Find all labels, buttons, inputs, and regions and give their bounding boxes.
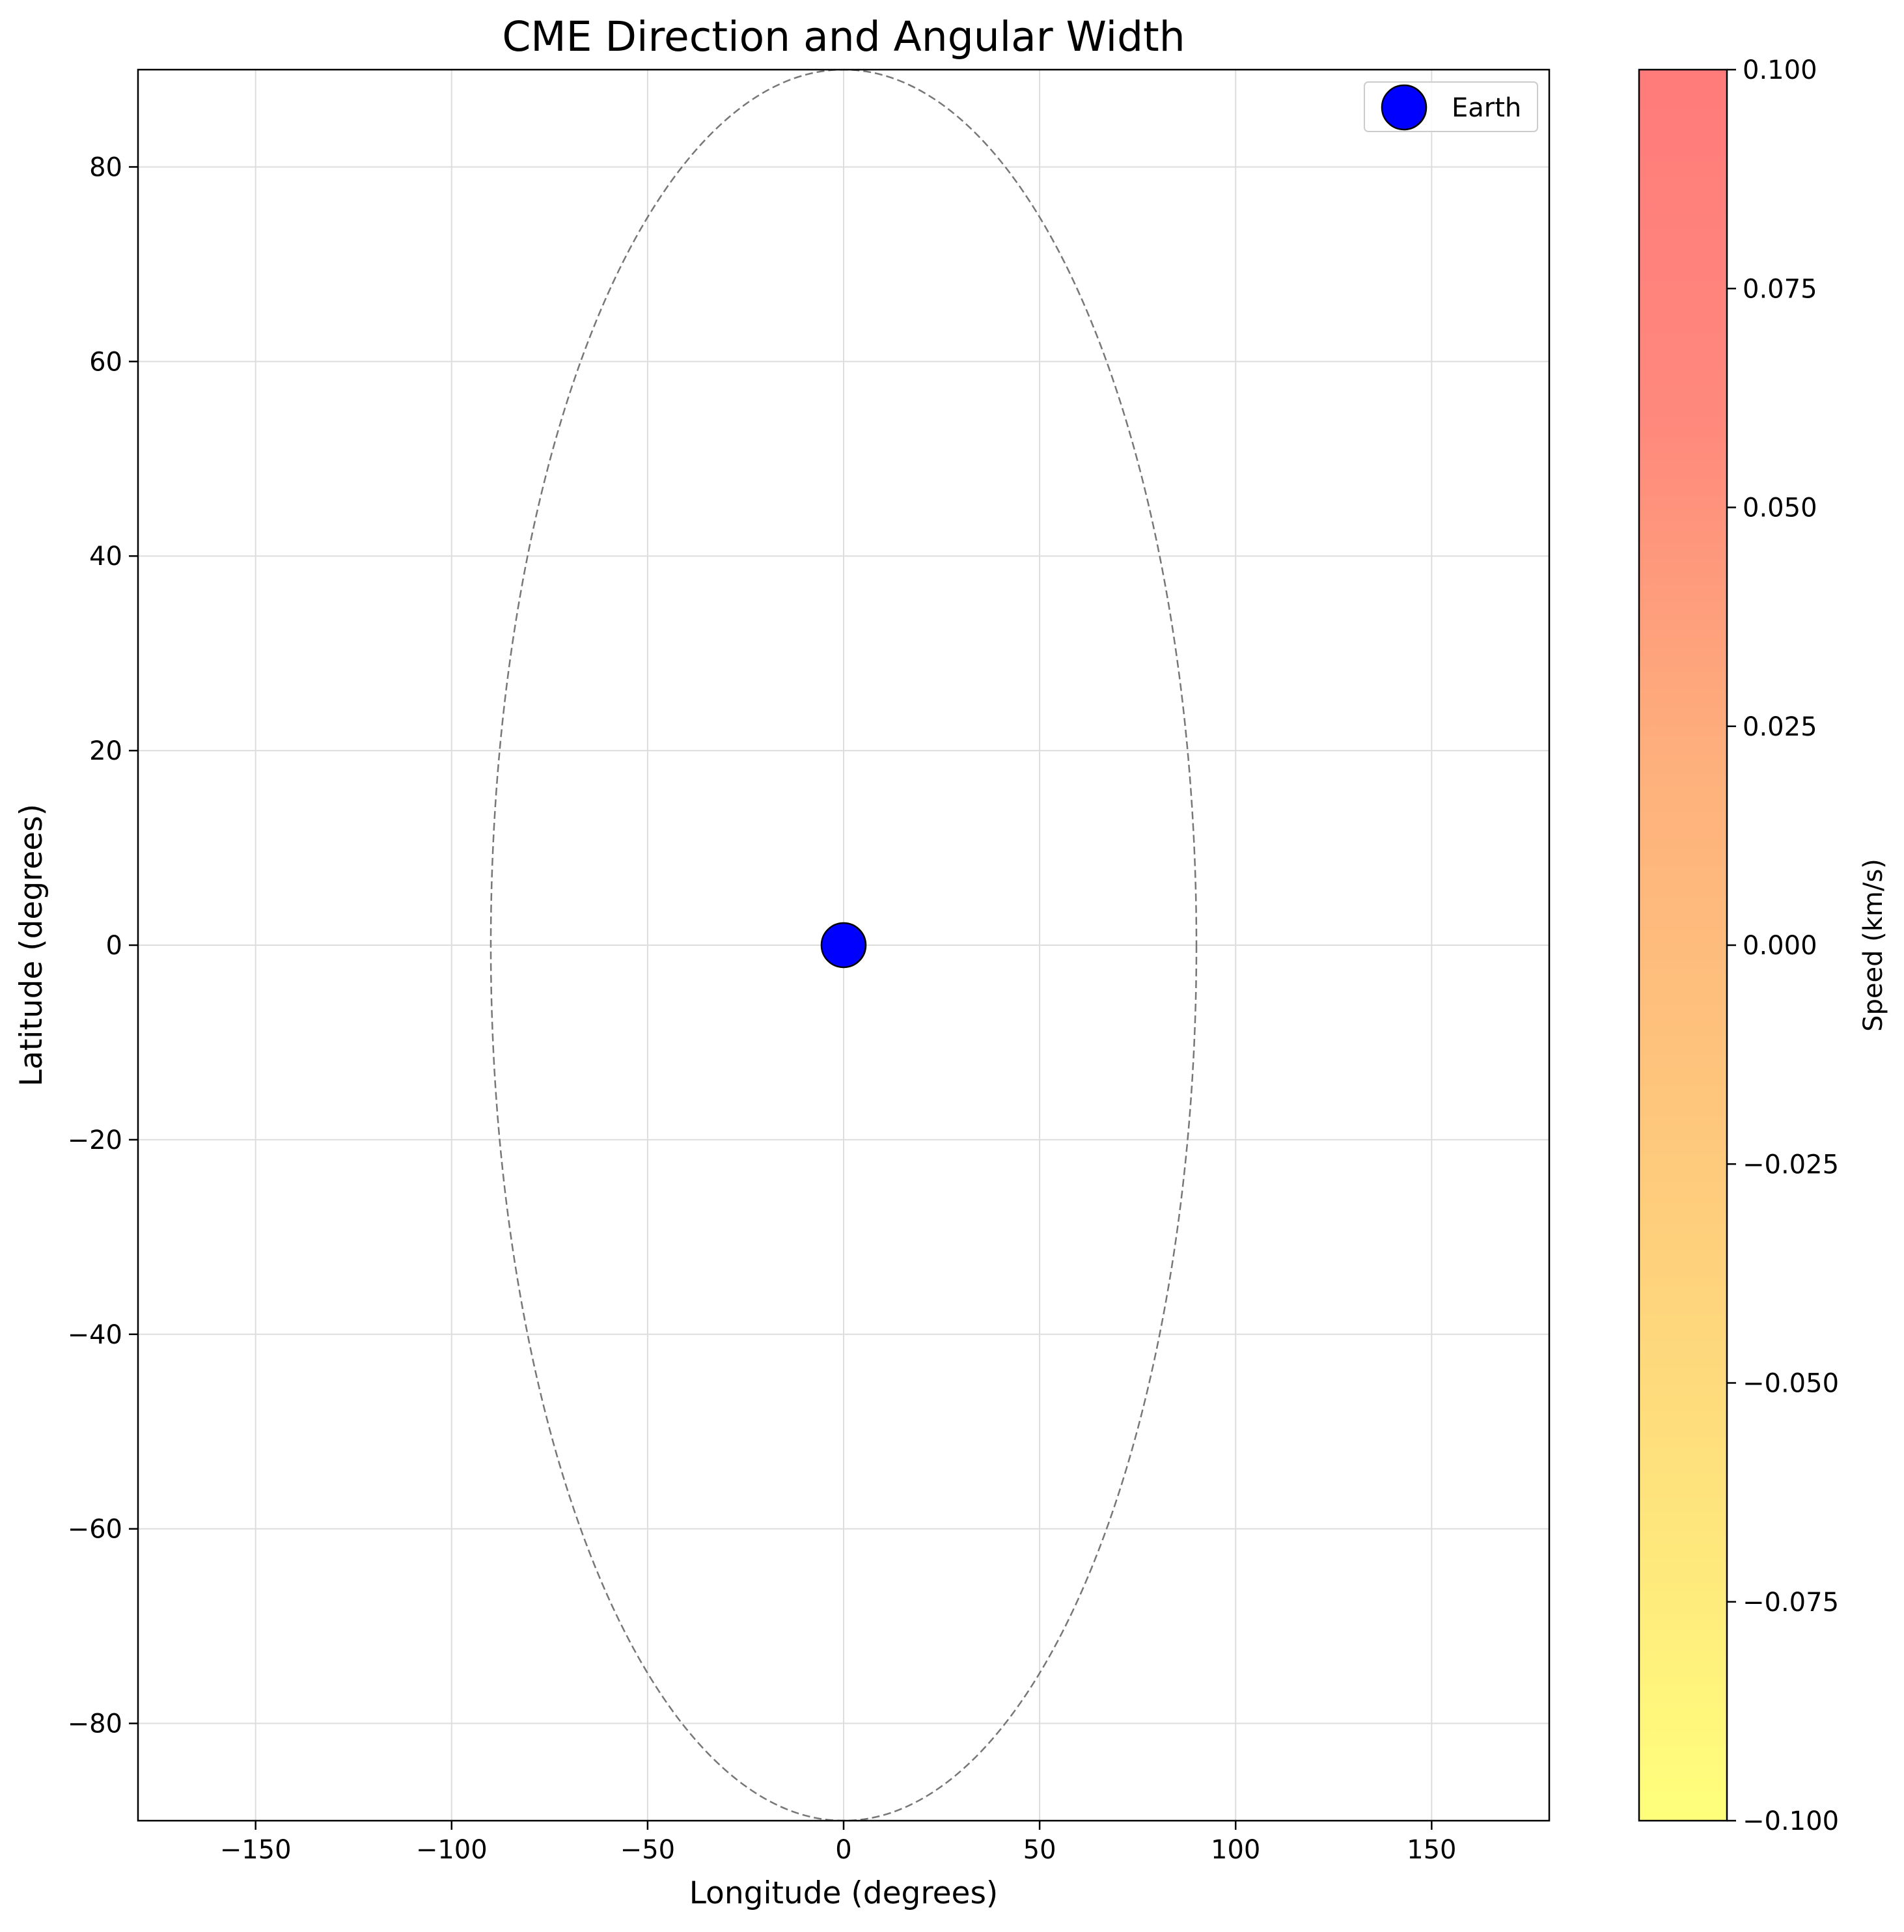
y-tick-label: 0 bbox=[106, 931, 122, 961]
x-tick-label: 100 bbox=[1211, 1835, 1260, 1865]
y-tick-label: 60 bbox=[89, 347, 122, 377]
x-tick-label: 150 bbox=[1407, 1835, 1456, 1865]
x-tick-label: −150 bbox=[220, 1835, 292, 1865]
plot-area: −150 −100 −50 0 50 100 150 −80 −60 −40 −20 0 20 40 60… bbox=[68, 68, 1551, 1865]
earth-point bbox=[820, 922, 867, 969]
colorbar-label: Speed (km/s) bbox=[1858, 859, 1888, 1032]
colorbar-tick-label: −0.050 bbox=[1743, 1369, 1839, 1399]
legend: Earth bbox=[1364, 81, 1538, 132]
y-tick-label: −60 bbox=[68, 1515, 122, 1545]
y-tick-label: 40 bbox=[89, 542, 122, 572]
points-layer bbox=[820, 922, 867, 969]
x-axis: −150 −100 −50 0 50 100 150 bbox=[220, 1821, 1457, 1865]
y-tick-label: −40 bbox=[68, 1320, 122, 1350]
y-axis: −80 −60 −40 −20 0 20 40 60 80 bbox=[68, 152, 138, 1739]
x-tick-label: 0 bbox=[835, 1835, 851, 1865]
x-tick-label: 50 bbox=[1023, 1835, 1056, 1865]
colorbar-tick-label: 0.100 bbox=[1743, 55, 1817, 85]
colorbar-ticks: 0.100 0.075 0.050 0.025 0.000 −0.025 −0.050 −0.… bbox=[1727, 55, 1839, 1836]
chart-title: CME Direction and Angular Width bbox=[502, 13, 1185, 61]
colorbar-tick-label: 0.050 bbox=[1743, 493, 1817, 523]
y-tick-label: −80 bbox=[68, 1709, 122, 1739]
colorbar-tick-label: 0.000 bbox=[1743, 931, 1817, 961]
colorbar-tick-label: −0.100 bbox=[1743, 1806, 1839, 1836]
colorbar-tick-label: 0.075 bbox=[1743, 274, 1817, 304]
cme-width-ellipse bbox=[490, 70, 1198, 1821]
y-tick-label: 20 bbox=[89, 736, 122, 766]
y-axis-label: Latitude (degrees) bbox=[14, 804, 49, 1086]
colorbar-tick-label: −0.075 bbox=[1743, 1588, 1839, 1618]
legend-marker-earth bbox=[1381, 84, 1428, 131]
colorbar: 0.100 0.075 0.050 0.025 0.000 −0.025 −0.050 −0.… bbox=[1638, 55, 1888, 1836]
colorbar-gradient bbox=[1639, 70, 1727, 1821]
colorbar-tick-label: −0.025 bbox=[1743, 1150, 1839, 1180]
legend-label-earth: Earth bbox=[1452, 93, 1521, 123]
y-tick-label: 80 bbox=[89, 152, 122, 182]
x-tick-label: −50 bbox=[620, 1835, 675, 1865]
x-tick-label: −100 bbox=[416, 1835, 488, 1865]
colorbar-tick-label: 0.025 bbox=[1743, 712, 1817, 742]
x-axis-label: Longitude (degrees) bbox=[689, 1875, 999, 1911]
annotation-layer bbox=[490, 70, 1198, 1821]
grid bbox=[138, 70, 1549, 1821]
y-tick-label: −20 bbox=[68, 1125, 122, 1155]
